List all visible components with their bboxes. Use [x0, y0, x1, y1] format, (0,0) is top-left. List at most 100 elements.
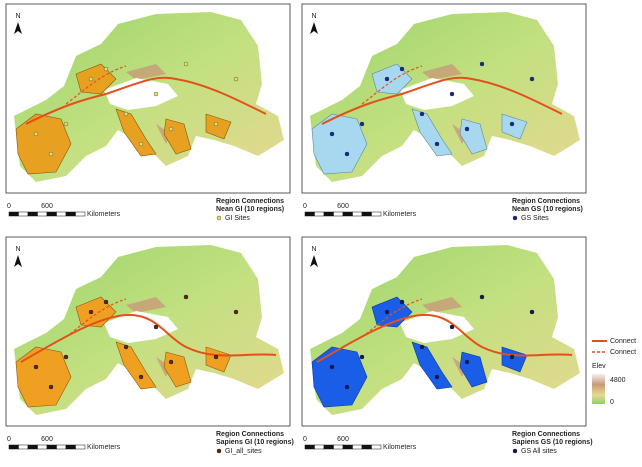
scale-label: 0 [303, 436, 307, 443]
scale-segment [56, 444, 67, 450]
scale-segment [46, 211, 57, 217]
region [501, 113, 528, 140]
legend-label: 4800 [610, 377, 626, 384]
legend-label: GI Sites [225, 215, 250, 222]
legend-subtitle: Nean GI (10 regions) [216, 206, 284, 213]
site [233, 76, 239, 82]
region [411, 341, 453, 390]
site [509, 354, 515, 360]
site [63, 354, 69, 360]
legend-title: Region Connections [216, 431, 284, 438]
scale-unit: Kilometers [383, 211, 417, 218]
region [15, 113, 72, 175]
site [213, 121, 219, 127]
site [88, 76, 94, 82]
north-label: N [15, 13, 20, 20]
route-dashed [65, 65, 127, 105]
north-arrow [310, 22, 318, 34]
site [233, 309, 239, 315]
map-panel: N 0 600 Kilometers Region ConnectionsSapiens… [5, 236, 294, 455]
scale-segment [65, 444, 76, 450]
site [33, 131, 39, 137]
site [419, 111, 425, 117]
scale-label: 600 [337, 436, 349, 443]
side-legend: Connect Connect Elev 4800 0 [592, 338, 636, 406]
site [183, 61, 189, 67]
site [213, 354, 219, 360]
scale-segment [56, 211, 67, 217]
legend-label: GI_all_sites [225, 448, 262, 455]
site [103, 66, 109, 72]
scale-segment [323, 211, 334, 217]
site [529, 309, 535, 315]
region [205, 113, 232, 140]
site [103, 299, 109, 305]
region [15, 346, 72, 408]
site [344, 151, 350, 157]
scale-segment [371, 211, 382, 217]
site [464, 126, 470, 132]
scale-label: 600 [337, 203, 349, 210]
legend-symbol [512, 448, 518, 454]
site [48, 151, 54, 157]
sea [104, 78, 178, 110]
legend-title: Region Connections [512, 198, 580, 205]
site [344, 384, 350, 390]
scale-segment [352, 444, 363, 450]
scale-label: 600 [41, 203, 53, 210]
scale-label: 600 [41, 436, 53, 443]
scale-label: 0 [7, 203, 11, 210]
site [138, 141, 144, 147]
scale-segment [27, 444, 38, 450]
scale-segment [27, 211, 38, 217]
scale-segment [75, 444, 86, 450]
region [501, 346, 528, 373]
scale-segment [342, 444, 353, 450]
scale-segment [342, 211, 353, 217]
north-label: N [15, 246, 20, 253]
route-dashed [361, 298, 423, 338]
legend-title: Region Connections [216, 198, 284, 205]
north-arrow [14, 255, 22, 267]
site [529, 76, 535, 82]
scale-segment [46, 444, 57, 450]
scale-segment [37, 211, 48, 217]
legend-symbol [216, 215, 222, 221]
scale-segment [333, 444, 344, 450]
region [205, 346, 232, 373]
site [168, 359, 174, 365]
site [434, 141, 440, 147]
route-dashed [361, 65, 423, 105]
region [411, 108, 453, 157]
north-arrow [14, 22, 22, 34]
scale-label: 0 [7, 436, 11, 443]
region [75, 63, 117, 95]
site [153, 91, 159, 97]
scale-unit: Kilometers [87, 211, 121, 218]
north-label: N [311, 13, 316, 20]
site [479, 294, 485, 300]
scale-segment [361, 444, 372, 450]
scale-segment [37, 444, 48, 450]
site [138, 374, 144, 380]
scale-segment [314, 211, 325, 217]
region [115, 108, 157, 157]
site [168, 126, 174, 132]
site [449, 324, 455, 330]
scale-unit: Kilometers [87, 444, 121, 451]
scale-segment [18, 211, 29, 217]
legend-subtitle: Sapiens GS (10 regions) [512, 439, 593, 446]
site [434, 374, 440, 380]
region [311, 113, 368, 175]
sea [400, 311, 474, 343]
scale-segment [323, 444, 334, 450]
legend-title: Region Connections [512, 431, 580, 438]
legend-label: GS All sites [521, 448, 557, 455]
scale-segment [352, 211, 363, 217]
legend-subtitle: Nean GS (10 regions) [512, 206, 583, 213]
legend-symbol [512, 215, 518, 221]
site [48, 384, 54, 390]
site [359, 121, 365, 127]
site [329, 131, 335, 137]
